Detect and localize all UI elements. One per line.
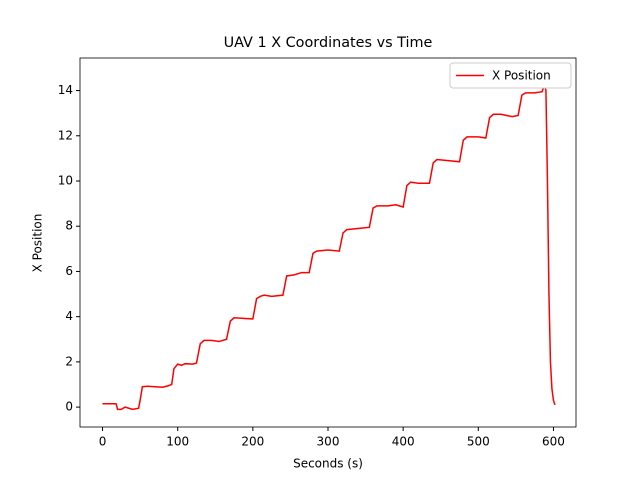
x-tick-label: 0 [99,435,107,449]
y-tick-label: 12 [58,128,73,142]
y-tick-label: 4 [65,309,73,323]
plot-frame [79,57,577,428]
x-tick-label: 400 [392,435,415,449]
y-tick-label: 10 [58,174,73,188]
y-tick-label: 2 [65,354,73,368]
y-tick-label: 0 [65,400,73,414]
x-tick-label: 100 [166,435,189,449]
y-axis-label: X Position [31,214,45,273]
x-tick-label: 300 [317,435,340,449]
chart-title: UAV 1 X Coordinates vs Time [224,35,433,51]
legend-box [449,62,572,89]
x-tick-label: 600 [542,435,565,449]
x-tick-label: 200 [241,435,264,449]
x-axis-label: Seconds (s) [293,457,363,471]
line-series [102,83,556,411]
legend-label: X Position [492,69,551,83]
x-tick-label: 500 [467,435,490,449]
y-tick-label: 6 [65,264,73,278]
y-tick-label: 8 [65,219,73,233]
y-tick-label: 14 [58,83,73,97]
